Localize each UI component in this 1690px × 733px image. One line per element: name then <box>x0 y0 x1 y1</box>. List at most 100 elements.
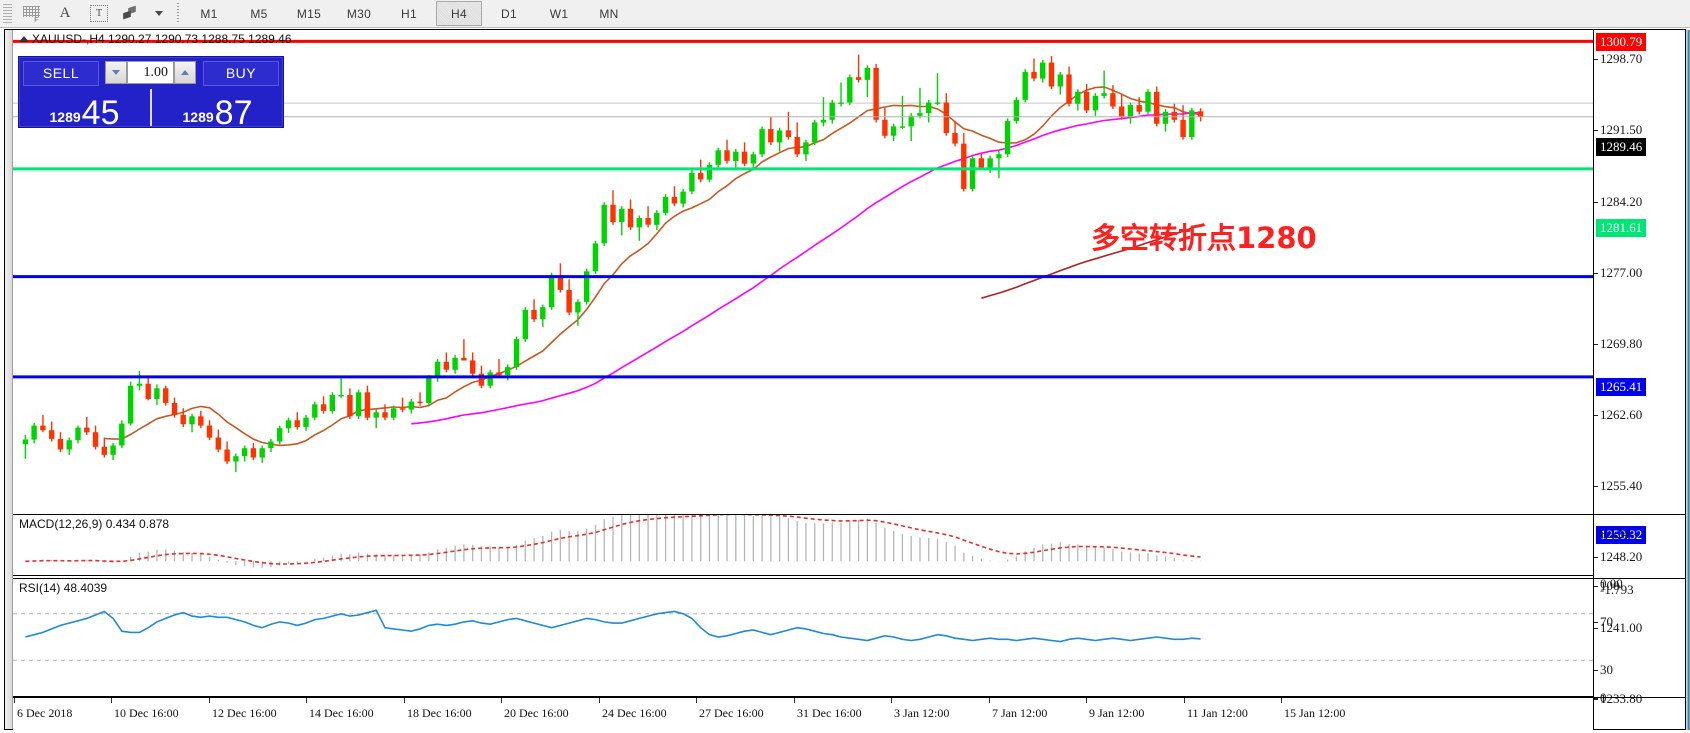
timeframe-m1[interactable]: M1 <box>200 6 218 21</box>
price-pane[interactable]: XAUUSD-,H4 1290.27 1290.73 1288.75 1289.… <box>13 30 1593 512</box>
time-axis-tick <box>989 698 990 703</box>
price-tick <box>1594 486 1598 487</box>
macd-label-1793: -1.793 <box>1600 582 1634 597</box>
rsi-label-100: 100 <box>1600 578 1620 593</box>
one-click-trading-panel[interactable]: SELL 1.00 BUY 1289 45 1289 87 <box>18 56 284 130</box>
price-tick <box>1594 344 1598 345</box>
rsi-label-0: 0 <box>1600 690 1607 705</box>
rsi-tick <box>1594 622 1598 623</box>
price-label-1289-46: 1289.46 <box>1596 138 1647 156</box>
time-axis-tick <box>1281 698 1282 703</box>
volume-decrease-button[interactable] <box>105 61 127 84</box>
time-axis-tick <box>696 698 697 703</box>
timeframe-m5[interactable]: M5 <box>250 6 268 21</box>
sell-price[interactable]: 1289 45 <box>19 87 150 130</box>
text-a-icon[interactable]: A <box>59 5 71 21</box>
timeframe-m15[interactable]: M15 <box>296 6 322 21</box>
price-tick <box>1594 628 1598 629</box>
buy-price-prefix: 1289 <box>182 109 214 125</box>
price-label-1255-40: 1255.40 <box>1600 478 1643 493</box>
time-axis-tick <box>14 698 15 703</box>
time-axis: 6 Dec 2018 10 Dec 16:00 12 Dec 16:00 14 Dec… <box>13 697 1593 730</box>
collapse-arrow-icon[interactable] <box>19 36 29 42</box>
price-tick <box>1594 59 1598 60</box>
time-axis-label: 9 Jan 12:00 <box>1089 706 1145 720</box>
chart-toolbar: A T M1 M5 M15 M30 H1 H4 D1 W1 MN <box>0 0 1690 28</box>
price-label-1291-50: 1291.50 <box>1600 122 1643 137</box>
rsi-tick <box>1594 586 1598 587</box>
scale-pane-divider <box>1594 514 1685 515</box>
sell-button[interactable]: SELL <box>23 60 99 86</box>
macd-canvas <box>25 515 1202 568</box>
macd-label-000: 0.00 <box>1600 576 1623 591</box>
timeframe-h4[interactable]: H4 <box>436 1 482 26</box>
time-axis-label: 6 Dec 2018 <box>17 706 73 720</box>
volume-increase-button[interactable] <box>174 61 196 84</box>
oct-divider <box>150 89 152 126</box>
rsi-title: RSI(14) 48.4039 <box>19 581 108 595</box>
price-label-1298-70: 1298.70 <box>1600 51 1643 66</box>
volume-input[interactable]: 1.00 <box>127 61 174 84</box>
time-axis-label: 14 Dec 16:00 <box>309 706 374 720</box>
time-axis-tick <box>501 698 502 703</box>
price-scale[interactable]: 1300.79 1298.70 1291.50 1289.46 1284.20 1281.… <box>1593 30 1685 729</box>
candlestick-canvas <box>13 39 1593 473</box>
time-axis-tick <box>306 698 307 703</box>
timeframe-w1[interactable]: W1 <box>549 6 569 21</box>
price-label-1241-00: 1241.00 <box>1600 620 1643 635</box>
rsi-label-30: 30 <box>1600 662 1613 677</box>
time-axis-label: 10 Dec 16:00 <box>114 706 179 720</box>
price-label-1265-41: 1265.41 <box>1596 378 1647 396</box>
price-tick <box>1594 130 1598 131</box>
price-label-1250-32: 1250.32 <box>1596 526 1647 544</box>
grid-f-icon[interactable] <box>14 2 48 26</box>
time-axis-label: 15 Jan 12:00 <box>1284 706 1346 720</box>
toolbar-drag-handle[interactable] <box>3 3 12 24</box>
chevron-down-icon[interactable] <box>144 2 172 26</box>
macd-label-6524: 6.524 <box>1600 526 1630 541</box>
price-label-1277-00: 1277.00 <box>1600 265 1643 280</box>
time-axis-tick <box>111 698 112 703</box>
rsi-label-70: 70 <box>1600 614 1613 629</box>
timeframe-d1[interactable]: D1 <box>501 6 517 21</box>
toolbar-separator <box>177 3 179 24</box>
timeframe-mn[interactable]: MN <box>599 6 619 21</box>
objects-icon[interactable] <box>116 2 144 26</box>
buy-button[interactable]: BUY <box>203 60 279 86</box>
chart-frame: XAUUSD-,H4 1290.27 1290.73 1288.75 1289.… <box>4 29 1686 730</box>
sell-price-prefix: 1289 <box>49 109 81 125</box>
scale-pane-divider <box>1594 578 1685 579</box>
price-label-1269-80: 1269.80 <box>1600 336 1643 351</box>
volume-stepper[interactable]: 1.00 <box>105 60 196 85</box>
timeframe-h1[interactable]: H1 <box>401 6 417 21</box>
price-label-1281-61: 1281.61 <box>1596 219 1647 237</box>
price-label-1262-60: 1262.60 <box>1600 407 1643 422</box>
time-axis-tick <box>404 698 405 703</box>
price-tick <box>1594 699 1598 700</box>
time-axis-tick <box>209 698 210 703</box>
text-label-icon[interactable]: T <box>82 2 116 26</box>
oct-prices-row: 1289 45 1289 87 <box>19 87 283 130</box>
rsi-canvas <box>13 609 1593 661</box>
chart-symbol-header: XAUUSD-,H4 1290.27 1290.73 1288.75 1289.… <box>19 32 292 46</box>
macd-title: MACD(12,26,9) 0.434 0.878 <box>19 517 170 531</box>
macd-pane[interactable]: MACD(12,26,9) 0.434 0.878 <box>13 514 1593 576</box>
time-axis-label: 18 Dec 16:00 <box>407 706 472 720</box>
vertical-scrollbar[interactable] <box>1686 30 1690 730</box>
price-label-1300-79: 1300.79 <box>1596 33 1647 51</box>
oct-top-row: SELL 1.00 BUY <box>19 57 283 86</box>
price-label-1248-20: 1248.20 <box>1600 549 1643 564</box>
time-axis-label: 11 Jan 12:00 <box>1187 706 1248 720</box>
timeframe-m30[interactable]: M30 <box>346 6 372 21</box>
time-axis-tick <box>1086 698 1087 703</box>
time-axis-label: 31 Dec 16:00 <box>797 706 862 720</box>
price-label-1233-80: 1233.80 <box>1600 691 1643 706</box>
time-axis-label: 3 Jan 12:00 <box>894 706 950 720</box>
time-axis-tick <box>1184 698 1185 703</box>
price-label-1284-20: 1284.20 <box>1600 194 1643 209</box>
buy-price[interactable]: 1289 87 <box>152 87 283 130</box>
chart-plot-area[interactable]: XAUUSD-,H4 1290.27 1290.73 1288.75 1289.… <box>13 30 1685 730</box>
time-axis-tick <box>599 698 600 703</box>
rsi-pane[interactable]: RSI(14) 48.4039 <box>13 578 1593 697</box>
